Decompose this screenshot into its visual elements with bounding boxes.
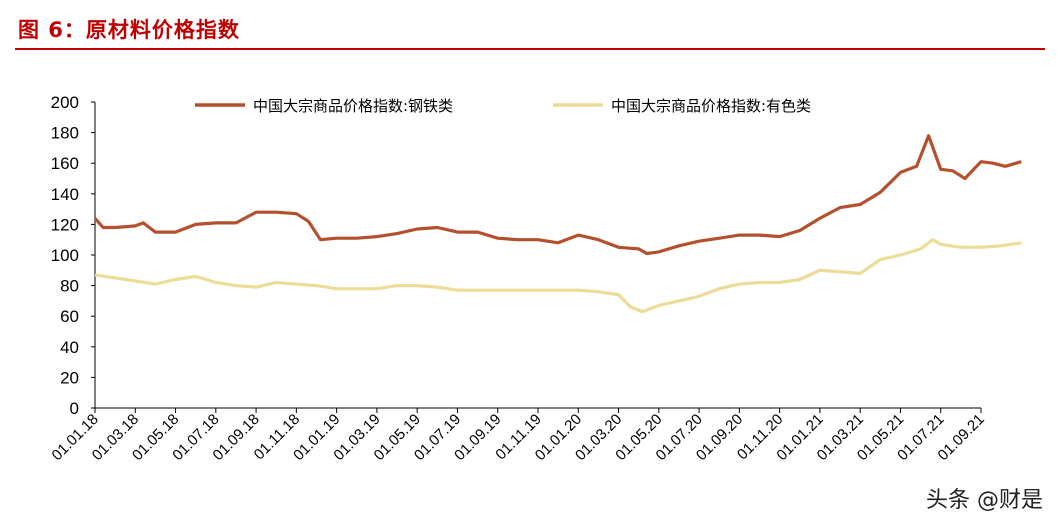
- y-tick-label: 20: [60, 368, 79, 387]
- y-tick-label: 0: [70, 399, 79, 418]
- y-tick-label: 40: [60, 338, 79, 357]
- y-tick-label: 180: [51, 124, 79, 143]
- chart-axes: [94, 102, 981, 409]
- x-axis-ticks: 01.01.1801.03.1801.05.1801.07.1801.09.18…: [49, 408, 988, 464]
- y-tick-label: 120: [51, 215, 79, 234]
- watermark: 头条 @财是: [926, 488, 1043, 513]
- y-tick-label: 100: [51, 246, 79, 265]
- legend-label: 中国大宗商品价格指数:有色类: [611, 97, 811, 115]
- steel-index-line: [93, 134, 1022, 256]
- y-tick-label: 60: [60, 307, 79, 326]
- y-tick-label: 160: [51, 154, 79, 173]
- y-tick-label: 140: [51, 185, 79, 204]
- series-lines: [93, 134, 1022, 314]
- y-axis-ticks: 0 20 40 60 80 100 120 140 160 180 200: [51, 93, 95, 418]
- y-tick-label: 80: [60, 277, 79, 296]
- y-tick-label: 200: [51, 93, 79, 112]
- title-divider: [15, 48, 1045, 50]
- figure-title: 图 6：原材料价格指数: [18, 18, 240, 42]
- legend-label: 中国大宗商品价格指数:钢铁类: [253, 97, 453, 115]
- nonferrous-index-line: [94, 238, 1022, 314]
- chart-legend: 中国大宗商品价格指数:钢铁类 中国大宗商品价格指数:有色类: [195, 97, 811, 115]
